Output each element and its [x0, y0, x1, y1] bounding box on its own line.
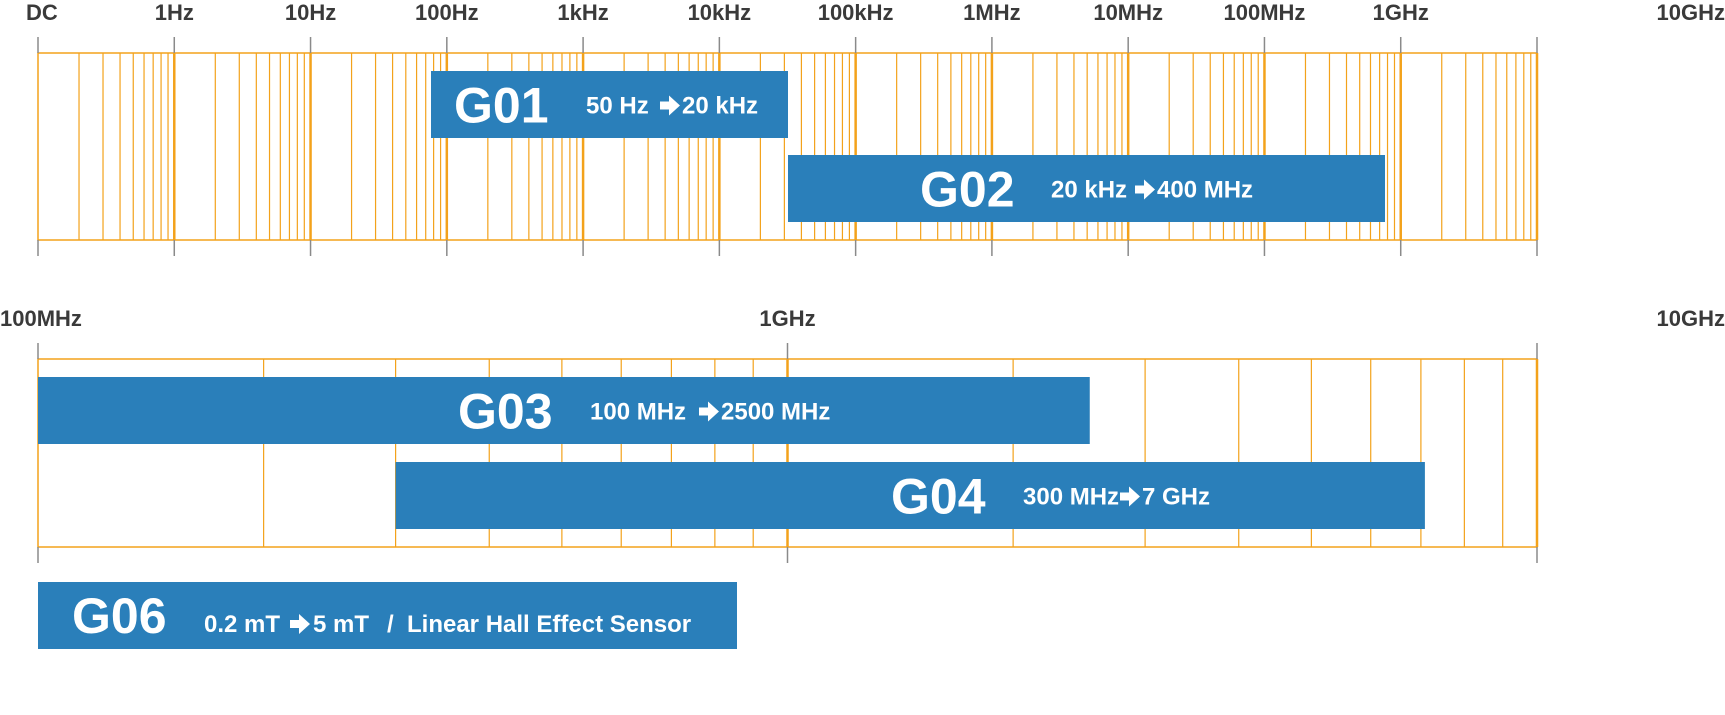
- separator: /: [387, 611, 394, 638]
- band-range-from: 20 kHz: [1051, 177, 1127, 204]
- band-code: G06: [72, 588, 167, 644]
- band-code: G01: [454, 78, 549, 134]
- arrow-right-icon: [1135, 179, 1155, 200]
- bands-bottom: G03 100 MHz 2500 MHz G04 300 MHz 7 GHz: [38, 377, 1425, 529]
- tick-label: 100MHz: [1223, 0, 1305, 25]
- tick-label: 1MHz: [963, 0, 1020, 25]
- tick-label: 10MHz: [1093, 0, 1163, 25]
- tick-label: 100kHz: [818, 0, 894, 25]
- band-code: G03: [458, 384, 553, 440]
- band-g01: [431, 71, 788, 138]
- tick-label: 10GHz: [1657, 306, 1725, 331]
- tick-label: 100MHz: [0, 306, 82, 331]
- arrow-right-icon: [290, 614, 310, 634]
- band-range-to: 20 kHz: [682, 93, 758, 120]
- tick-label: 10Hz: [285, 0, 336, 25]
- tick-label: 1kHz: [557, 0, 608, 25]
- sensor-description: Linear Hall Effect Sensor: [407, 611, 691, 638]
- band-code: G02: [920, 162, 1015, 218]
- band-g03: [38, 377, 1090, 444]
- tick-label: 10GHz: [1657, 0, 1725, 25]
- axis-top: DC 1Hz 10Hz 100Hz 1kHz 10kHz 100kHz 1MHz 10MHz 10…: [26, 0, 1725, 256]
- band-range-to: 7 GHz: [1142, 484, 1210, 511]
- axis-bottom: 100MHz 1GHz 10GHz: [0, 306, 1725, 563]
- bands-top: G01 50 Hz 20 kHz G02 20 kHz 400 MHz: [431, 71, 1385, 222]
- tick-label: DC: [26, 0, 58, 25]
- band-range-to: 400 MHz: [1157, 177, 1253, 204]
- band-code: G04: [891, 469, 986, 525]
- band-g04: [395, 462, 1425, 529]
- band-range-from: 300 MHz: [1023, 484, 1119, 511]
- band-g02: [788, 155, 1385, 222]
- band-range-from: 0.2 mT: [204, 611, 280, 638]
- band-range-to: 2500 MHz: [721, 399, 830, 426]
- arrow-right-icon: [1120, 486, 1140, 507]
- arrow-right-icon: [699, 401, 719, 422]
- tick-label: 1Hz: [155, 0, 194, 25]
- band-range-from: 100 MHz: [590, 399, 686, 426]
- band-range-from: 50 Hz: [586, 93, 649, 120]
- tick-label: 1GHz: [1373, 0, 1429, 25]
- band-g06: [38, 582, 737, 649]
- sensor-band-g06: G06 0.2 mT 5 mT / Linear Hall Effect Sensor: [38, 582, 737, 649]
- tick-label: 1GHz: [759, 306, 815, 331]
- tick-label: 10kHz: [688, 0, 752, 25]
- tick-label: 100Hz: [415, 0, 479, 25]
- arrow-right-icon: [660, 95, 680, 116]
- band-range-to: 5 mT: [313, 611, 369, 638]
